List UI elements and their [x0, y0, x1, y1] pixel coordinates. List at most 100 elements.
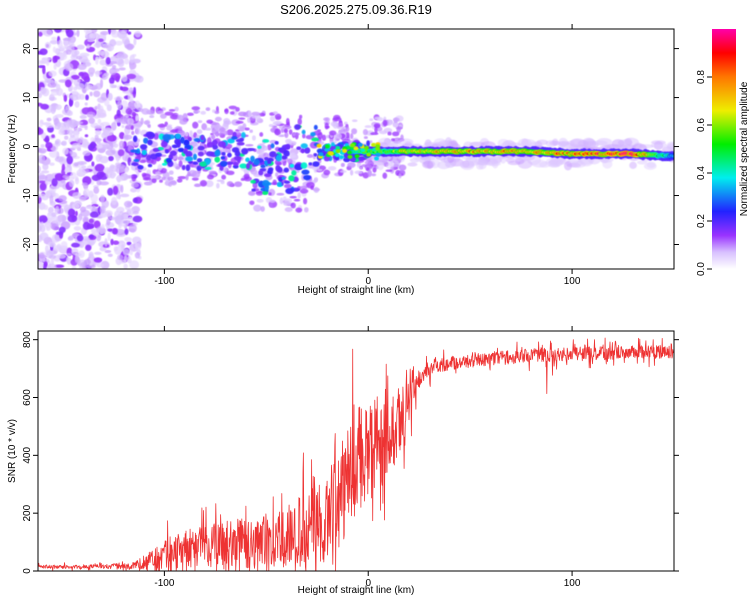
- scatter-speckle: [270, 182, 279, 186]
- noise-speckle: [116, 100, 122, 110]
- noise-speckle: [123, 83, 131, 87]
- scatter-speckle: [332, 121, 339, 129]
- scatter-speckle: [363, 136, 368, 140]
- noise-speckle: [44, 42, 51, 49]
- spectrogram-y-tick-label: 10: [22, 92, 33, 104]
- scatter-speckle: [354, 170, 363, 175]
- transition-blob: [291, 170, 297, 176]
- colorbar-tick-label: 0.0: [696, 262, 707, 276]
- scatter-speckle: [332, 117, 342, 122]
- noise-speckle: [66, 29, 74, 38]
- scatter-speckle: [340, 162, 345, 168]
- snr-x-tick-label: -100: [154, 578, 174, 589]
- noise-speckle: [49, 39, 59, 45]
- noise-speckle: [88, 234, 94, 239]
- noise-speckle: [105, 57, 111, 65]
- scatter-speckle: [285, 138, 293, 146]
- noise-speckle: [51, 212, 57, 217]
- noise-speckle: [73, 131, 79, 140]
- scatter-speckle: [228, 105, 237, 110]
- transition-blob: [211, 139, 218, 146]
- noise-speckle: [71, 50, 78, 58]
- noise-speckle: [40, 170, 50, 174]
- noise-speckle: [119, 86, 123, 91]
- ridge-haze: [569, 138, 586, 148]
- scatter-speckle: [383, 127, 393, 133]
- noise-speckle: [99, 59, 107, 66]
- transition-blob: [257, 145, 262, 149]
- transition-blob: [133, 158, 140, 163]
- scatter-speckle: [351, 119, 358, 123]
- noise-speckle: [127, 208, 135, 216]
- transition-blob: [294, 124, 301, 130]
- noise-speckle: [116, 53, 125, 59]
- noise-speckle: [70, 38, 76, 43]
- noise-speckle: [129, 54, 135, 64]
- snr-panel: -100 0 100 0 200 400 600 800 Height of straigh…: [7, 326, 679, 596]
- ridge-onset-blob: [334, 153, 340, 158]
- noise-speckle: [51, 223, 59, 231]
- scatter-speckle: [259, 132, 264, 137]
- transition-blob: [366, 140, 371, 147]
- noise-speckle: [38, 254, 48, 259]
- noise-speckle: [87, 38, 95, 43]
- ridge-onset-blob: [318, 152, 324, 157]
- noise-speckle: [46, 148, 52, 152]
- noise-speckle: [105, 169, 113, 179]
- scatter-speckle: [179, 130, 186, 137]
- noise-speckle: [99, 246, 107, 252]
- scatter-speckle: [177, 126, 183, 131]
- noise-speckle: [85, 244, 92, 251]
- transition-blob: [308, 162, 313, 166]
- noise-speckle: [42, 258, 50, 263]
- scatter-speckle: [255, 190, 264, 196]
- noise-speckle: [107, 232, 111, 242]
- scatter-speckle: [131, 130, 135, 136]
- scatter-speckle: [362, 129, 368, 136]
- transition-blob: [303, 174, 312, 181]
- transition-blob: [180, 136, 185, 144]
- transition-blob: [269, 151, 277, 158]
- scatter-speckle: [387, 131, 392, 136]
- scatter-speckle: [260, 206, 265, 212]
- noise-speckle: [44, 261, 48, 267]
- scatter-speckle: [159, 179, 163, 183]
- noise-speckle: [38, 238, 41, 242]
- noise-speckle: [84, 134, 89, 138]
- ridge-haze: [377, 137, 391, 148]
- scatter-speckle: [217, 132, 225, 136]
- transition-blob: [258, 169, 264, 176]
- transition-blob: [171, 144, 179, 149]
- transition-blob: [283, 167, 290, 173]
- scatter-speckle: [243, 173, 250, 180]
- noise-speckle: [44, 245, 50, 254]
- noise-speckle: [49, 242, 56, 248]
- scatter-speckle: [147, 124, 151, 129]
- noise-speckle: [123, 263, 128, 269]
- noise-speckle: [60, 179, 65, 184]
- transition-blob: [193, 137, 200, 142]
- noise-speckle: [39, 232, 49, 241]
- noise-speckle: [54, 124, 61, 130]
- transition-blob: [220, 156, 226, 160]
- noise-speckle: [70, 74, 80, 80]
- transition-blob: [145, 131, 154, 138]
- noise-speckle: [38, 154, 46, 164]
- scatter-speckle: [274, 113, 282, 121]
- scatter-speckle: [285, 117, 290, 126]
- ridge-onset-blob: [324, 147, 330, 152]
- noise-speckle: [78, 196, 87, 202]
- colorbar-tick-label: 0.8: [696, 70, 707, 84]
- noise-speckle: [54, 264, 65, 269]
- ridge-onset-blob: [347, 154, 353, 159]
- noise-speckle: [112, 240, 120, 245]
- transition-blob: [313, 153, 318, 157]
- colorbar-tick-label: 0.6: [696, 118, 707, 132]
- scatter-speckle: [367, 169, 373, 177]
- ridge-onset-blob: [364, 145, 370, 150]
- noise-speckle: [74, 255, 80, 264]
- snr-x-axis-label: Height of straight line (km): [298, 585, 415, 596]
- scatter-speckle: [141, 172, 147, 177]
- noise-speckle: [124, 57, 130, 65]
